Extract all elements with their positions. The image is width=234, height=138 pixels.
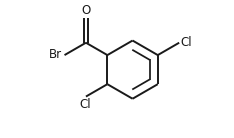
Text: Br: Br — [49, 48, 62, 61]
Text: O: O — [81, 4, 91, 17]
Text: Cl: Cl — [79, 98, 91, 111]
Text: Cl: Cl — [180, 36, 192, 49]
